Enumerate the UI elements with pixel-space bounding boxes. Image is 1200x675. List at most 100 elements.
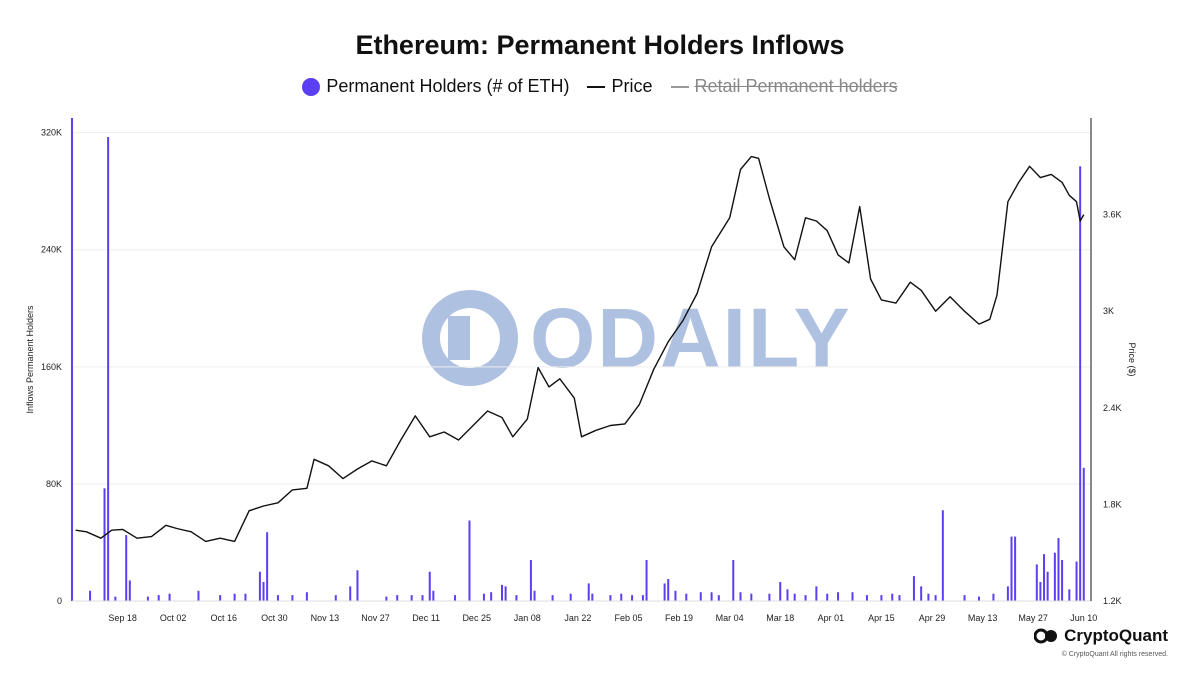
bar (891, 593, 894, 601)
bar (1043, 554, 1046, 601)
bar (515, 595, 518, 601)
bar (1079, 166, 1082, 602)
bar (385, 596, 388, 601)
bar (114, 596, 117, 601)
bar (710, 592, 713, 601)
x-tick-label: Mar 04 (716, 613, 744, 623)
x-tick-label: Dec 11 (412, 613, 440, 623)
bar (674, 590, 677, 601)
bar (157, 595, 160, 601)
bar (786, 589, 789, 601)
x-tick-label: May 27 (1018, 613, 1048, 623)
bar (501, 584, 504, 601)
bar (667, 579, 670, 601)
bar (663, 583, 666, 601)
x-tick-label: Apr 15 (868, 613, 895, 623)
bar (750, 593, 753, 601)
odaily-logo-icon (422, 290, 518, 386)
bar (410, 595, 413, 601)
y-left-tick-label: 320K (41, 128, 62, 138)
bar (468, 520, 471, 601)
legend-dot-icon (302, 77, 321, 96)
bar (1061, 560, 1064, 601)
bar (305, 592, 308, 601)
bar (1053, 552, 1056, 601)
bar (421, 595, 424, 601)
legend-item-permanent-holders[interactable]: Permanent Holders (# of ETH) (302, 76, 569, 97)
y-left-tick-label: 80K (46, 479, 62, 489)
bar (428, 571, 431, 601)
bar (609, 595, 612, 601)
bar (490, 592, 493, 601)
bar (739, 592, 742, 601)
bar (815, 586, 818, 601)
legend-label: Retail Permanent holders (694, 76, 898, 96)
y-right-axis-title: Price ($) (1127, 342, 1137, 376)
bar (219, 595, 222, 601)
bar (717, 595, 720, 601)
y-left-axis-title: Inflows Permanent Holders (25, 305, 35, 414)
bar (569, 593, 572, 601)
bar (793, 593, 796, 601)
bar (880, 595, 883, 601)
bar (266, 532, 269, 601)
x-tick-label: Oct 02 (160, 613, 187, 623)
y-right-tick-label: 1.2K (1103, 596, 1122, 606)
bar (920, 586, 923, 601)
bar (1057, 538, 1060, 601)
x-tick-label: Jan 08 (514, 613, 541, 623)
bar (941, 510, 944, 601)
bar (927, 593, 930, 601)
bar (631, 595, 634, 601)
y-right-tick-label: 3K (1103, 306, 1114, 316)
legend-label: Permanent Holders (# of ETH) (326, 76, 570, 96)
bar (1010, 536, 1013, 601)
x-tick-label: Feb 05 (614, 613, 642, 623)
bar (1006, 586, 1009, 601)
legend-item-retail-permanent-holders[interactable]: Retail Permanent holders (670, 76, 898, 97)
bar (356, 570, 359, 601)
legend-item-price[interactable]: Price (587, 76, 653, 97)
bar (732, 560, 735, 601)
x-tick-label: May 13 (968, 613, 998, 623)
price-line (75, 155, 1085, 543)
bar (804, 595, 807, 601)
x-tick-label: Oct 16 (211, 613, 238, 623)
bar (1068, 589, 1071, 601)
bar (454, 595, 457, 601)
bar (1082, 467, 1085, 601)
legend: Permanent Holders (# of ETH) Price Retai… (0, 76, 1200, 97)
bar (934, 595, 937, 601)
bar (865, 595, 868, 601)
bar (107, 137, 110, 601)
chart-title: Ethereum: Permanent Holders Inflows (355, 30, 845, 60)
bar (533, 590, 536, 601)
bar (128, 580, 131, 601)
bar (1014, 536, 1017, 601)
bar (334, 595, 337, 601)
bar (768, 593, 771, 601)
bar (529, 560, 532, 601)
x-tick-label: Apr 01 (818, 613, 845, 623)
x-tick-label: Sep 18 (108, 613, 137, 623)
x-tick-label: Oct 30 (261, 613, 288, 623)
bar (641, 595, 644, 601)
bar (1046, 571, 1049, 601)
bar (233, 593, 236, 601)
bar (197, 590, 200, 601)
y-left-tick-label: 240K (41, 245, 62, 255)
x-tick-label: Apr 29 (919, 613, 946, 623)
bar (699, 592, 702, 601)
bar (551, 595, 554, 601)
bar (168, 593, 171, 601)
bar (1075, 561, 1078, 601)
x-tick-label: Mar 18 (766, 613, 794, 623)
branding: CryptoQuant (1034, 626, 1168, 646)
x-tick-label: Jun 10 (1070, 613, 1097, 623)
bar (992, 593, 995, 601)
brand-name: CryptoQuant (1064, 626, 1168, 645)
bar (591, 593, 594, 601)
bar (482, 593, 485, 601)
y-left-tick-label: 160K (41, 362, 62, 372)
